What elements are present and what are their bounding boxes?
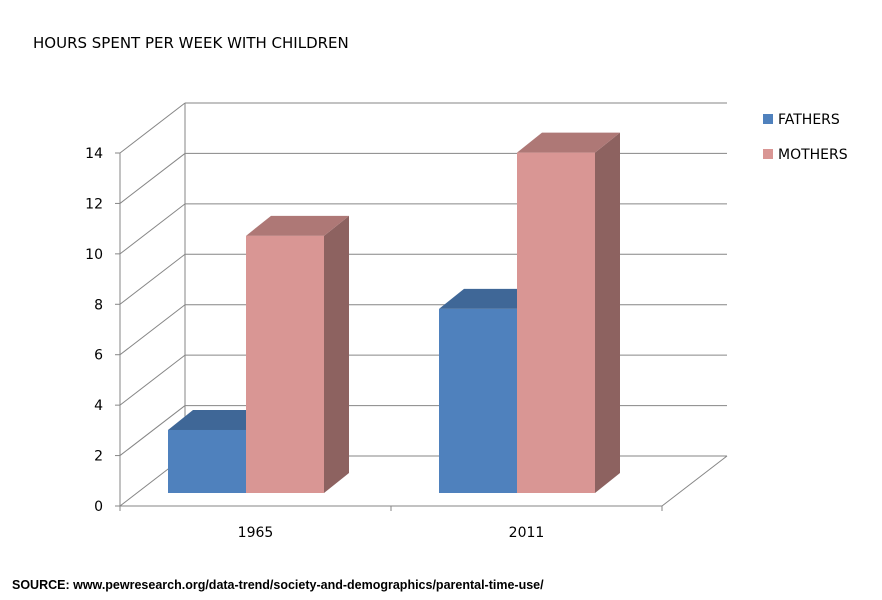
bar-top: [517, 132, 620, 153]
side-gridline: [119, 153, 186, 204]
bar-front: [439, 308, 517, 493]
side-gridline: [119, 253, 186, 305]
bar-side: [324, 215, 349, 494]
bar-top: [246, 215, 349, 236]
legend-label-fathers: FATHERS: [778, 112, 840, 128]
side-gridline: [119, 102, 186, 154]
bar-front: [517, 152, 595, 493]
source-note: SOURCE: www.pewresearch.org/data-trend/s…: [12, 578, 544, 592]
y-tick-label: 6: [94, 348, 103, 364]
bars: [168, 132, 620, 494]
x-tick-label: 1965: [238, 525, 274, 541]
x-tick-label: 2011: [509, 525, 545, 541]
y-tick-label: 4: [94, 398, 103, 414]
bar-front: [168, 429, 246, 493]
legend-label-mothers: MOTHERS: [778, 147, 848, 163]
bar-top: [439, 288, 542, 309]
legend: FATHERS MOTHERS: [763, 112, 848, 163]
bar-side: [595, 132, 620, 493]
chart-title: HOURS SPENT PER WEEK WITH CHILDREN: [33, 34, 349, 52]
axes: 0 2 4 6 8 10 12 14 1965 2011: [85, 146, 663, 541]
y-tick-label: 14: [85, 146, 103, 162]
y-tick-label: 8: [94, 297, 103, 313]
legend-swatch-mothers: [763, 149, 773, 159]
bar-mothers-1965: [246, 215, 349, 494]
bar-mothers-2011: [517, 132, 620, 493]
side-gridline: [119, 203, 186, 255]
side-gridline: [119, 304, 186, 356]
bar-front: [246, 235, 324, 494]
bar-top: [168, 409, 271, 430]
floor-edge: [661, 455, 728, 507]
legend-swatch-fathers: [763, 114, 773, 124]
side-gridline: [119, 405, 186, 456]
y-tick-label: 12: [85, 196, 103, 212]
side-gridline: [119, 354, 186, 406]
y-tick-label: 2: [94, 449, 103, 465]
y-tick-label: 0: [94, 499, 103, 515]
y-tick-label: 10: [85, 247, 103, 263]
